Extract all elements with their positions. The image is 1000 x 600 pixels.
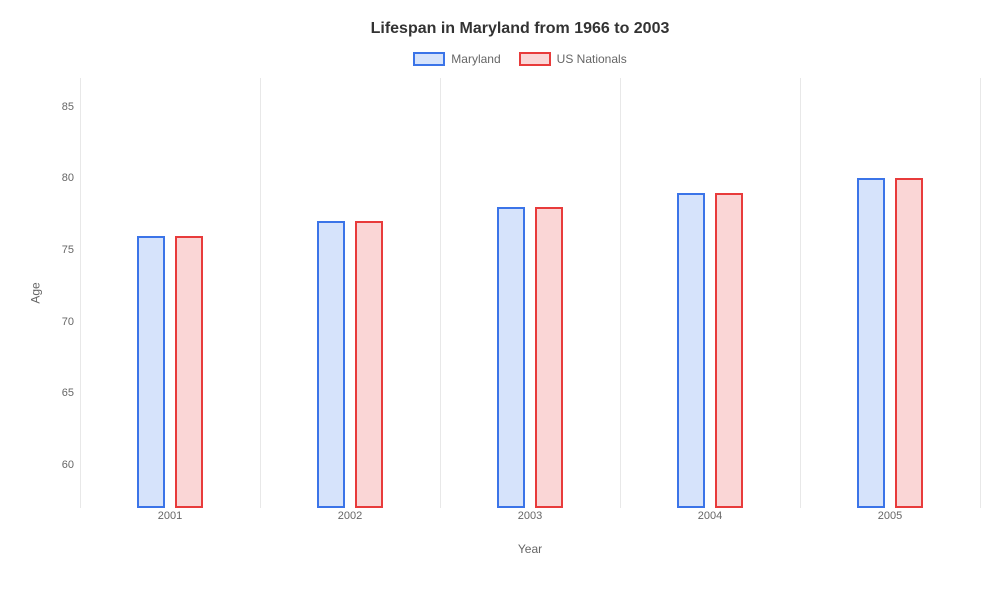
x-tick: 2005 [878,510,902,522]
bar [895,178,923,508]
x-tick: 2002 [338,510,362,522]
x-tick: 2001 [158,510,182,522]
legend-label-maryland: Maryland [451,52,500,66]
bar [317,221,345,508]
x-axis: 2001 2002 2003 2004 2005 [80,510,980,530]
plot-area: Age 606570758085 20012002200320042005 Ye… [80,78,980,508]
y-tick: 65 [62,387,74,399]
y-tick: 70 [62,316,74,328]
x-tick: 2003 [518,510,542,522]
legend-item-usnationals: US Nationals [519,52,627,66]
grid-line [980,78,981,508]
x-axis-label: Year [518,542,542,556]
chart-title: Lifespan in Maryland from 1966 to 2003 [70,20,970,38]
legend: Maryland US Nationals [70,52,970,66]
y-tick: 60 [62,459,74,471]
y-tick: 75 [62,244,74,256]
bars-layer [80,78,980,508]
y-tick: 80 [62,172,74,184]
bar [497,207,525,508]
bar [857,178,885,508]
chart-container: Lifespan in Maryland from 1966 to 2003 M… [0,0,1000,600]
y-axis: 60 65 70 75 80 85 [40,78,80,508]
bar [175,236,203,508]
legend-label-usnationals: US Nationals [557,52,627,66]
legend-item-maryland: Maryland [413,52,500,66]
bar [355,221,383,508]
bar [715,193,743,508]
bar [137,236,165,508]
bar [535,207,563,508]
x-tick: 2004 [698,510,722,522]
bar [677,193,705,508]
legend-swatch-usnationals [519,52,551,66]
legend-swatch-maryland [413,52,445,66]
y-tick: 85 [62,101,74,113]
